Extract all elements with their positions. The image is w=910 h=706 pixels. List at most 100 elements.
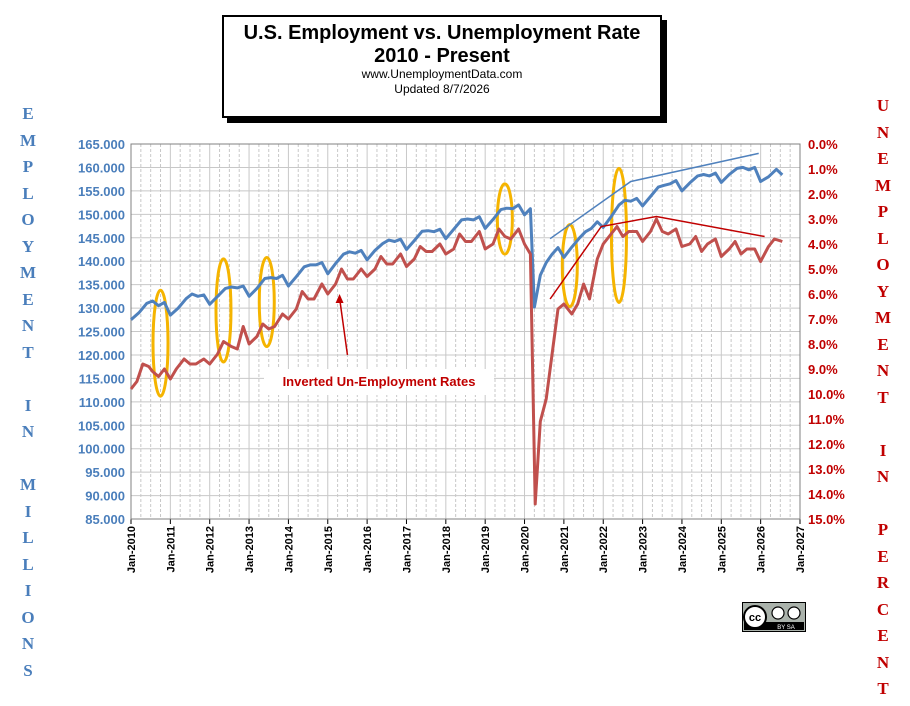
x-tick-label: Jan-2012 <box>205 526 217 573</box>
y-left-tick-label: 155.000 <box>78 184 125 199</box>
x-tick-label: Jan-2021 <box>559 526 571 573</box>
y-left-tick-label: 105.000 <box>78 418 125 433</box>
plot-border <box>130 143 801 520</box>
x-tick-label: Jan-2027 <box>795 526 807 573</box>
right-axis-title-letter: N <box>876 122 890 142</box>
x-tick-label: Jan-2018 <box>441 526 453 573</box>
unemployment-series-line <box>129 217 783 506</box>
left-axis-title-letter: S <box>23 660 33 680</box>
y-right-tick-label: 2.0% <box>808 187 838 202</box>
right-axis-title-letter: P <box>877 202 889 221</box>
x-tick-label: Jan-2026 <box>756 526 768 573</box>
y-right-tick-label: 11.0% <box>808 412 845 427</box>
right-axis-title-letter: E <box>877 334 889 354</box>
y-right-tick-label: 3.0% <box>808 212 838 227</box>
person-icon <box>771 606 785 620</box>
chart-subtitle: 2010 - Present <box>374 45 510 67</box>
right-axis-title-letter: E <box>877 626 889 645</box>
right-axis-title-letter: M <box>874 308 892 327</box>
y-right-tick-label: 7.0% <box>808 312 838 327</box>
y-right-tick-label: 14.0% <box>808 487 845 502</box>
y-left-tick-label: 115.000 <box>79 371 125 386</box>
y-right-tick-label: 8.0% <box>808 337 838 352</box>
y-right-tick-label: 0.0% <box>808 137 838 152</box>
chart-updated: Updated 8/7/2026 <box>394 82 490 96</box>
cc-text: cc <box>749 612 761 624</box>
share-alike-icon <box>787 606 801 620</box>
y-left-tick-label: 150.000 <box>78 207 125 222</box>
right-axis-title-letter: C <box>876 599 890 619</box>
y-right-tick-label: 12.0% <box>808 437 845 452</box>
right-axis-title-letter: Y <box>876 281 890 301</box>
y-right-tick-label: 15.0% <box>808 512 845 527</box>
right-axis-title-letter: E <box>877 149 889 168</box>
right-axis-title-letter: I <box>879 440 887 460</box>
trendline <box>549 152 759 240</box>
y-left-tick-label: 145.000 <box>78 231 125 246</box>
left-axis-title-letter: P <box>22 157 34 176</box>
x-tick-label: Jan-2023 <box>638 526 650 573</box>
left-axis-title-letter: O <box>21 210 35 229</box>
y-left-tick-label: 125.000 <box>78 325 125 340</box>
right-axis-title-letter: T <box>877 387 889 407</box>
trendline <box>549 215 765 300</box>
left-axis-title-letter: E <box>22 289 34 309</box>
y-right-tick-label: 13.0% <box>808 462 845 477</box>
x-tick-label: Jan-2017 <box>401 526 413 573</box>
annotation-arrow <box>338 297 349 356</box>
annotation-label: Inverted Un-Employment Rates <box>264 369 494 395</box>
right-axis-title-letter: M <box>874 175 892 195</box>
left-axis-title-letter: N <box>21 422 35 441</box>
left-axis-title-letter: N <box>21 634 35 653</box>
x-tick-label: Jan-2015 <box>323 526 335 573</box>
left-axis-title-letter: E <box>22 104 34 123</box>
y-right-tick-label: 9.0% <box>808 362 838 377</box>
left-axis-title-letter: I <box>24 581 32 600</box>
cc-sub-text: BY SA <box>777 625 795 631</box>
left-axis-title-letter: O <box>21 607 35 627</box>
highlight-ellipse <box>214 257 233 364</box>
left-axis-title-letter: M <box>19 130 37 150</box>
right-axis-title-letter: E <box>877 546 889 566</box>
x-tick-label: Jan-2020 <box>520 526 532 573</box>
highlight-ellipse <box>151 288 170 398</box>
x-tick-label: Jan-2016 <box>362 526 374 573</box>
chart-source: www.UnemploymentData.com <box>361 67 523 81</box>
x-tick-label: Jan-2011 <box>165 526 177 572</box>
y-right-tick-label: 4.0% <box>808 237 838 252</box>
cc-license-badge: cc BY SA <box>742 602 806 632</box>
left-axis-title-letter: L <box>22 183 34 203</box>
x-tick-label: Jan-2013 <box>244 526 256 573</box>
x-tick-label: Jan-2024 <box>677 525 689 573</box>
y-right-tick-label: 6.0% <box>808 287 838 302</box>
x-tick-label: Jan-2010 <box>126 526 138 573</box>
right-axis-title-letter: R <box>876 573 890 592</box>
left-axis-title-letter: I <box>24 501 32 521</box>
y-left-tick-label: 130.000 <box>78 301 125 316</box>
right-axis-title-letter: N <box>876 467 890 486</box>
y-left-tick-label: 100.000 <box>78 442 125 457</box>
y-left-tick-label: 110.000 <box>79 395 125 410</box>
left-axis-title-letter: L <box>22 554 34 574</box>
left-axis-title-letter: L <box>22 528 34 547</box>
y-left-tick-label: 95.000 <box>85 465 125 480</box>
chart-title-box: U.S. Employment vs. Unemployment Rate 20… <box>222 15 662 118</box>
left-axis-title-letter: T <box>22 342 34 362</box>
y-right-tick-label: 1.0% <box>808 162 838 177</box>
x-tick-label: Jan-2022 <box>598 526 610 573</box>
right-axis-title-letter: U <box>876 96 890 115</box>
left-axis-title-letter: M <box>19 263 37 282</box>
y-left-tick-label: 135.000 <box>78 278 125 293</box>
y-left-tick-label: 90.000 <box>85 489 125 504</box>
x-tick-label: Jan-2014 <box>283 525 295 573</box>
chart-title: U.S. Employment vs. Unemployment Rate <box>243 22 641 44</box>
left-axis-title-letter: N <box>21 316 35 335</box>
right-axis-title-letter: T <box>877 679 889 698</box>
x-tick-label: Jan-2019 <box>480 526 492 573</box>
right-axis-title-letter: O <box>876 255 890 274</box>
right-axis-title-letter: L <box>877 228 889 248</box>
y-right-tick-label: 10.0% <box>808 387 845 402</box>
y-right-tick-label: 5.0% <box>808 262 838 277</box>
annotation-arrowhead <box>335 294 344 303</box>
left-axis-title-letter: I <box>24 395 32 415</box>
